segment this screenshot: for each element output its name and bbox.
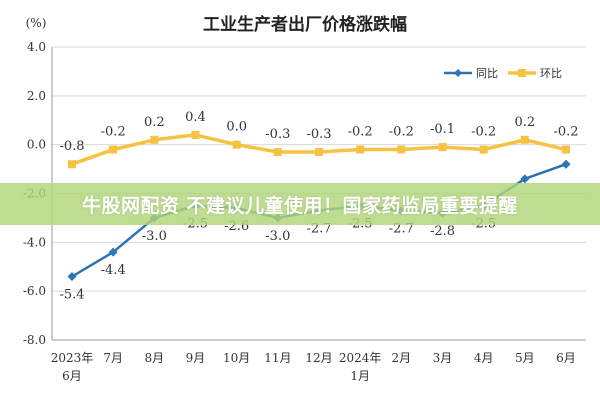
- y-tick-label: -4.0: [23, 235, 46, 249]
- data-point-yoy: [67, 272, 77, 282]
- data-point-mom: [356, 145, 365, 154]
- x-tick-label: 1月: [350, 369, 370, 383]
- data-point-mom: [109, 145, 118, 154]
- data-point-mom: [191, 130, 200, 139]
- data-point-yoy: [108, 247, 118, 257]
- data-point-yoy: [561, 159, 571, 169]
- x-tick-label: 2023年: [51, 351, 94, 365]
- data-label-yoy: -2.7: [306, 222, 331, 237]
- y-tick-label: 0.0: [27, 138, 46, 152]
- data-label-mom: -0.2: [553, 125, 578, 140]
- x-tick-label: 10月: [223, 351, 250, 365]
- x-tick-label: 7月: [103, 351, 123, 365]
- data-label-mom: 0.0: [226, 120, 247, 135]
- data-point-mom: [397, 145, 406, 154]
- data-label-mom: 0.4: [185, 110, 206, 125]
- data-label-yoy: -3.0: [142, 229, 167, 244]
- data-point-yoy: [520, 174, 530, 184]
- x-tick-label: 9月: [186, 351, 206, 365]
- data-point-mom: [479, 145, 488, 154]
- data-label-mom: -0.3: [306, 127, 331, 142]
- data-label-mom: -0.2: [101, 125, 126, 140]
- data-label-yoy: -5.4: [59, 288, 84, 303]
- x-tick-label: 4月: [474, 351, 494, 365]
- data-label-mom: -0.8: [59, 139, 84, 154]
- data-label-yoy: -3.0: [265, 229, 290, 244]
- chart-title: 工业生产者出厂价格涨跌幅: [203, 14, 407, 35]
- x-tick-label: 6月: [62, 369, 82, 383]
- data-point-mom: [315, 147, 323, 156]
- data-point-mom: [562, 145, 570, 154]
- y-tick-label: 4.0: [27, 40, 46, 54]
- x-tick-label: 2024年: [339, 351, 382, 365]
- y-axis-unit-label: (%): [26, 16, 47, 30]
- data-point-mom: [68, 160, 76, 169]
- data-point-mom: [520, 135, 529, 144]
- legend-marker: [454, 69, 462, 77]
- x-tick-label: 5月: [515, 351, 535, 365]
- legend-label: 同比: [476, 67, 498, 80]
- data-label-mom: -0.2: [389, 125, 414, 140]
- data-label-mom: -0.3: [265, 127, 290, 142]
- data-point-mom: [273, 147, 282, 156]
- x-tick-label: 8月: [145, 351, 165, 365]
- x-tick-label: 3月: [433, 351, 453, 365]
- x-tick-label: 2月: [392, 351, 412, 365]
- y-tick-label: -6.0: [23, 284, 46, 298]
- data-label-mom: 0.2: [514, 115, 535, 130]
- data-label-mom: -0.2: [348, 125, 373, 140]
- y-tick-label: 2.0: [27, 89, 46, 103]
- data-label-yoy: -2.7: [389, 222, 414, 237]
- legend-marker: [518, 69, 526, 77]
- data-point-mom: [232, 140, 241, 149]
- data-label-yoy: -2.8: [430, 224, 455, 239]
- y-tick-label: -8.0: [23, 333, 46, 347]
- x-tick-label: 11月: [264, 351, 291, 365]
- legend-label: 环比: [540, 67, 562, 80]
- x-tick-label: 6月: [556, 351, 576, 365]
- data-label-mom: -0.2: [471, 125, 496, 140]
- data-point-mom: [150, 135, 159, 144]
- data-label-mom: 0.2: [144, 115, 165, 130]
- x-tick-label: 12月: [305, 351, 332, 365]
- overlay-banner[interactable]: 牛股网配资 不建议儿童使用！国家药监局重要提醒: [0, 183, 600, 225]
- data-point-mom: [438, 143, 447, 152]
- data-label-yoy: -4.4: [101, 263, 126, 278]
- data-label-mom: -0.1: [430, 122, 455, 137]
